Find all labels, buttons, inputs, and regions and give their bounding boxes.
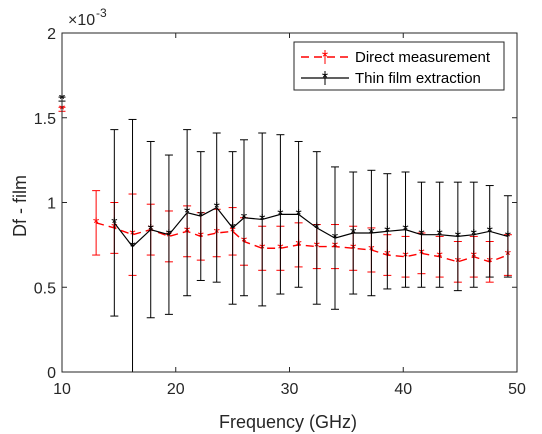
data-point: *: [214, 200, 220, 217]
data-point: *: [148, 222, 154, 239]
data-point: *: [471, 227, 477, 244]
y-exponent: ×10 -3: [68, 6, 107, 29]
y-exponent-power: -3: [96, 6, 107, 20]
y-tick-label: 2: [47, 26, 56, 43]
x-tick-label: 40: [394, 381, 412, 398]
data-point: *: [259, 212, 265, 229]
y-axis-label: Df - film: [10, 175, 30, 237]
data-point: *: [198, 209, 204, 226]
data-point: *: [368, 226, 374, 243]
data-point: *: [230, 220, 236, 237]
data-point: *: [314, 220, 320, 237]
data-point: *: [437, 227, 443, 244]
data-point: *: [129, 239, 135, 256]
y-tick-label: 1.5: [34, 111, 56, 128]
series-2: * * * * * * * * * * * * * * * * * * * * * * * * *: [58, 92, 512, 372]
data-point: *: [111, 215, 117, 232]
y-tick-label: 0.5: [34, 280, 56, 297]
data-point: *: [277, 207, 283, 224]
data-point: *: [384, 224, 390, 241]
x-axis-label: Frequency (GHz): [219, 412, 357, 432]
x-tick-label: 10: [53, 381, 71, 398]
data-point: *: [93, 215, 99, 232]
data-point: *: [184, 205, 190, 222]
legend-label-thin: Thin film extraction: [355, 70, 481, 87]
legend-box: [293, 41, 505, 91]
y-tick-label: 0: [47, 365, 56, 382]
data-point: *: [295, 207, 301, 224]
x-tick-label: 30: [281, 381, 299, 398]
legend: * Direct measurement * Thin film extract…: [293, 41, 505, 91]
data-point: *: [487, 224, 493, 241]
axes: 10 20 30 40 50 0 0.5 1 1.5 2: [34, 26, 526, 398]
legend-label-direct: Direct measurement: [355, 49, 491, 66]
data-point: *: [402, 222, 408, 239]
series-group: ****************************************…: [58, 92, 512, 372]
y-exponent-base: ×10: [68, 12, 95, 29]
data-point: *: [241, 210, 247, 227]
y-tick-label: 1: [47, 196, 56, 213]
data-point: *: [418, 227, 424, 244]
x-tick-label: 20: [167, 381, 185, 398]
data-point: *: [332, 231, 338, 248]
legend-marker-direct: *: [322, 49, 328, 66]
x-tick-label: 50: [508, 381, 526, 398]
data-point: *: [350, 226, 356, 243]
data-point: *: [455, 229, 461, 246]
series-line-2: [113, 206, 509, 248]
legend-marker-thin: *: [322, 70, 328, 87]
data-point: *: [505, 229, 511, 246]
data-point: *: [166, 227, 172, 244]
